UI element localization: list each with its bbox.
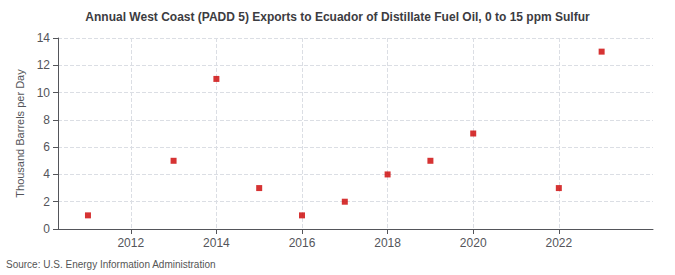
svg-text:2014: 2014 <box>203 236 230 250</box>
svg-text:2022: 2022 <box>545 236 572 250</box>
svg-text:2018: 2018 <box>374 236 401 250</box>
svg-text:Annual West Coast (PADD 5) Exp: Annual West Coast (PADD 5) Exports to Ec… <box>85 10 590 24</box>
svg-text:10: 10 <box>37 86 51 100</box>
svg-text:2016: 2016 <box>289 236 316 250</box>
svg-text:Thousand Barrels per Day: Thousand Barrels per Day <box>14 69 26 198</box>
svg-text:0: 0 <box>43 222 50 236</box>
svg-text:2012: 2012 <box>117 236 144 250</box>
svg-text:2: 2 <box>43 195 50 209</box>
svg-text:2020: 2020 <box>460 236 487 250</box>
svg-text:Source: U.S. Energy Informatio: Source: U.S. Energy Information Administ… <box>6 259 216 270</box>
svg-text:12: 12 <box>37 58 51 72</box>
svg-text:8: 8 <box>43 113 50 127</box>
svg-text:6: 6 <box>43 140 50 154</box>
svg-text:4: 4 <box>43 167 50 181</box>
svg-text:14: 14 <box>37 31 51 45</box>
